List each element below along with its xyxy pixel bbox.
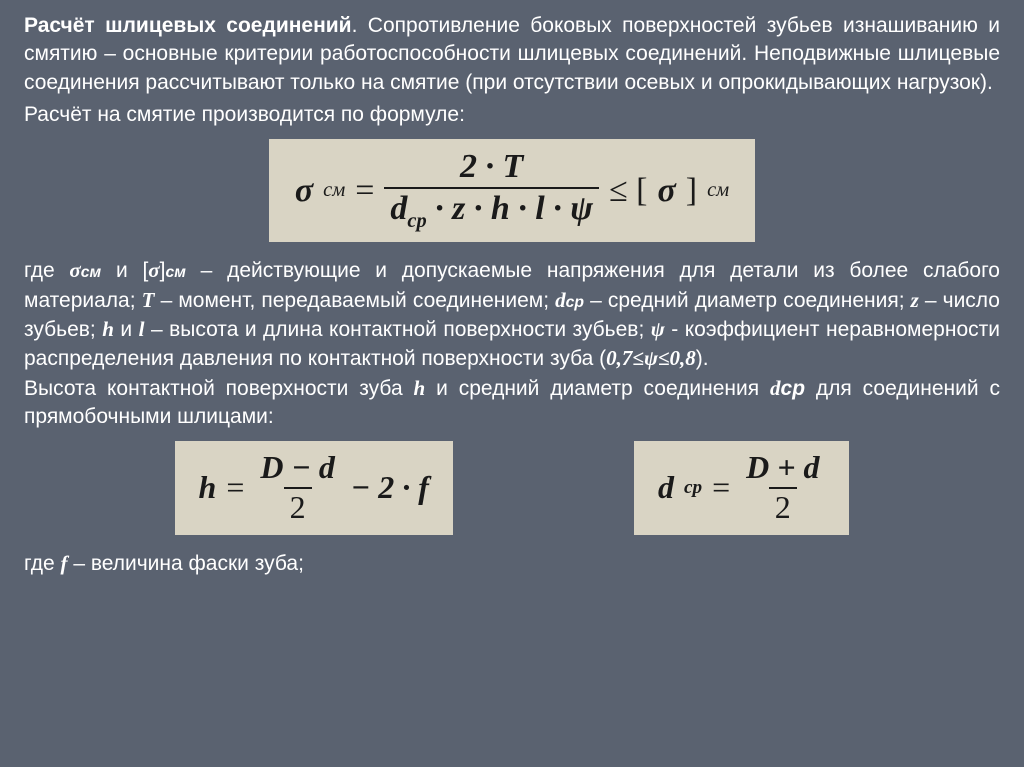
defs-dcp: d bbox=[555, 288, 566, 312]
defs-t6: – средний диаметр соединения; bbox=[584, 289, 911, 312]
f1-den-sub: ср bbox=[407, 210, 426, 232]
f1-den-d: d bbox=[390, 190, 407, 227]
p3-d: d bbox=[770, 376, 781, 400]
defs-T: T bbox=[142, 288, 155, 312]
p3-t1: Высота контактной поверхности зуба bbox=[24, 377, 414, 400]
defs-t2: и [ bbox=[101, 259, 148, 282]
f2-frac: D − d 2 bbox=[254, 451, 341, 524]
defs-z: z bbox=[911, 288, 919, 312]
defs-t1: где bbox=[24, 259, 69, 282]
paragraph-3: Высота контактной поверхности зуба h и с… bbox=[24, 374, 1000, 432]
f3-frac: D + d 2 bbox=[740, 451, 825, 524]
f1-rhs-sigma: σ bbox=[657, 172, 675, 210]
defs-t11: ). bbox=[696, 347, 709, 370]
p3-dsub: ср bbox=[781, 377, 806, 400]
f1-lhs-sigma: σ bbox=[295, 172, 313, 210]
f1-den: dср · z · h · l · ψ bbox=[384, 187, 599, 232]
f1-den-rest: · z · h · l · ψ bbox=[427, 190, 593, 227]
f2-lhs: h bbox=[199, 469, 217, 506]
f1-leq: ≤ [ bbox=[609, 172, 647, 210]
formula-1: σсм = 2 · T dср · z · h · l · ψ ≤ [σ ]см bbox=[269, 139, 755, 242]
formula-h: h = D − d 2 − 2 · f bbox=[175, 441, 453, 534]
p4-t2: – величина фаски зуба; bbox=[67, 552, 303, 575]
defs-sigma2: σ bbox=[148, 258, 159, 282]
f3-eq: = bbox=[712, 469, 730, 506]
definitions: где σсм и [σ]см – действующие и допускае… bbox=[24, 256, 1000, 373]
formula-row-2: h = D − d 2 − 2 · f dср = D + d 2 bbox=[24, 441, 1000, 534]
f1-lhs-sub: см bbox=[323, 179, 345, 202]
defs-range: 0,7≤ψ≤0,8 bbox=[606, 346, 696, 370]
f1-eq: = bbox=[355, 172, 374, 210]
f2-den: 2 bbox=[284, 487, 312, 525]
title: Расчёт шлицевых соединений bbox=[24, 14, 352, 37]
f3-den: 2 bbox=[769, 487, 797, 525]
f1-rhs-sub: см bbox=[707, 179, 729, 202]
p4-t1: где bbox=[24, 552, 60, 575]
f3-num: D + d bbox=[740, 451, 825, 487]
f3-lhs-sub: ср bbox=[684, 477, 702, 499]
defs-t9: – высота и длина контактной поверхности … bbox=[144, 318, 650, 341]
defs-h: h bbox=[102, 317, 114, 341]
f3-lhs: d bbox=[658, 469, 674, 506]
f1-fraction: 2 · T dср · z · h · l · ψ bbox=[384, 149, 599, 232]
paragraph-4: где f – величина фаски зуба; bbox=[24, 549, 1000, 578]
formula-dcp: dср = D + d 2 bbox=[634, 441, 850, 534]
f1-rhs-brk: ] bbox=[686, 172, 697, 210]
defs-dcp-sub: ср bbox=[566, 294, 584, 311]
defs-sub1: см bbox=[81, 264, 101, 281]
defs-t8: и bbox=[114, 318, 139, 341]
f2-eq: = bbox=[226, 469, 244, 506]
f2-tail: − 2 · f bbox=[351, 469, 429, 506]
p3-h: h bbox=[414, 376, 426, 400]
defs-sigma1: σ bbox=[69, 258, 80, 282]
defs-psi: ψ bbox=[651, 317, 665, 341]
paragraph-intro: Расчёт шлицевых соединений. Сопротивлени… bbox=[24, 12, 1000, 97]
f1-num: 2 · T bbox=[454, 149, 529, 187]
paragraph-formula-lead: Расчёт на смятие производится по формуле… bbox=[24, 101, 1000, 129]
p3-t2: и средний диаметр соединения bbox=[425, 377, 770, 400]
defs-t5: – момент, передаваемый соединением; bbox=[154, 289, 555, 312]
formula-1-container: σсм = 2 · T dср · z · h · l · ψ ≤ [σ ]см bbox=[24, 139, 1000, 242]
f2-num: D − d bbox=[254, 451, 341, 487]
defs-sub2: см bbox=[165, 264, 185, 281]
